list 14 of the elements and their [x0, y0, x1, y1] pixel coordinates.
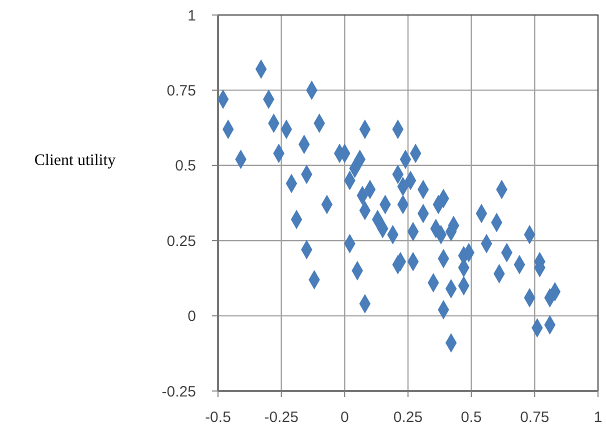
- y-tick-label: -0.25: [162, 383, 196, 400]
- y-tick-label: 1: [188, 7, 196, 24]
- x-tick-label: -0.25: [264, 409, 298, 426]
- x-tick-label: 0.75: [520, 409, 550, 426]
- x-tick-label: 0.5: [460, 409, 482, 426]
- x-tick-label: -0.5: [205, 409, 231, 426]
- x-tick-label: 0.25: [393, 409, 423, 426]
- y-tick-label: 0: [188, 308, 196, 326]
- y-axis-title: Client utility: [34, 152, 116, 169]
- y-tick-label: 0.25: [166, 232, 196, 250]
- x-tick-label: 0: [340, 409, 349, 426]
- y-tick-label: 0.75: [166, 82, 196, 100]
- x-tick-label: 1: [594, 409, 602, 426]
- y-tick-label: 0.5: [175, 158, 196, 175]
